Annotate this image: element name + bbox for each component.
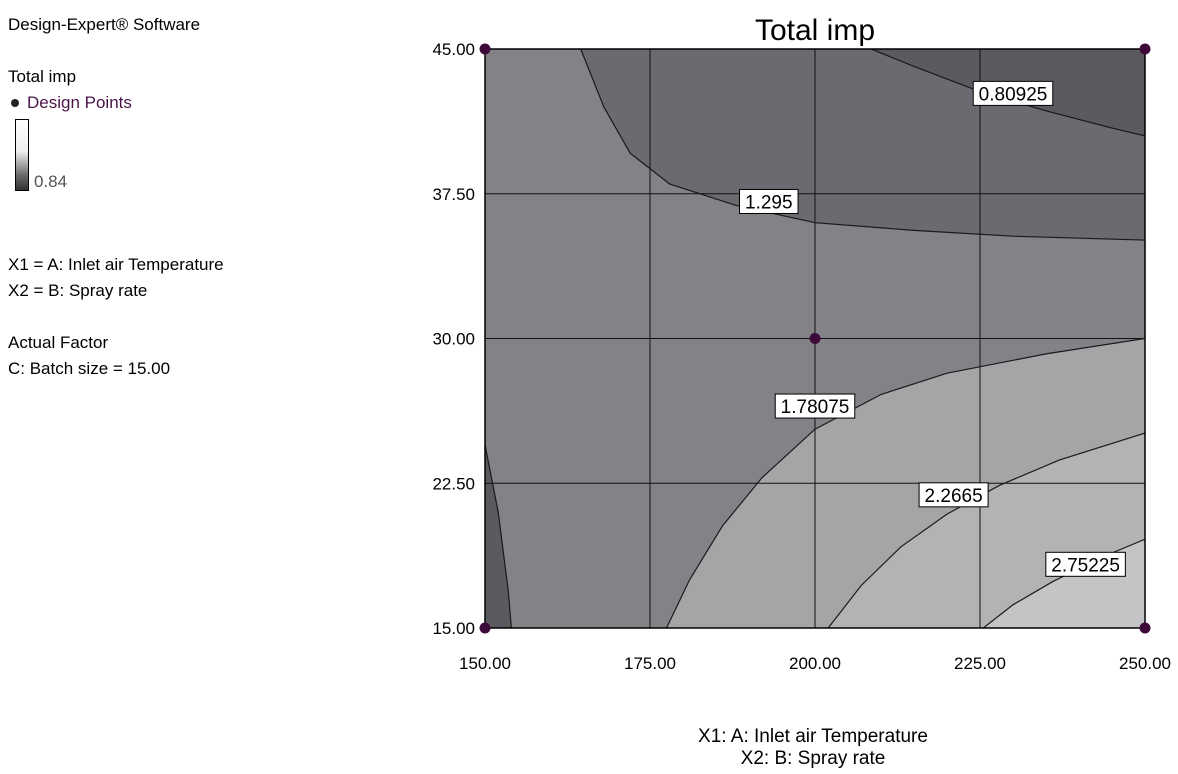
- x-tick-label: 250.00: [1119, 654, 1171, 673]
- x-tick-label: 200.00: [789, 654, 841, 673]
- actual-factor-value: C: Batch size = 15.00: [8, 359, 171, 378]
- x2-definition: X2 = B: Spray rate: [8, 281, 148, 300]
- x1-definition: X1 = A: Inlet air Temperature: [8, 255, 224, 274]
- x2-axis-caption: X2: B: Spray rate: [740, 748, 886, 769]
- x-tick-label: 175.00: [624, 654, 676, 673]
- contour-label-box: [918, 482, 989, 508]
- color-scale-bar: [15, 119, 29, 191]
- contour-label-box: [1045, 551, 1126, 577]
- design-point-marker-icon: [11, 98, 19, 107]
- color-scale-low-label: 0.84: [34, 172, 68, 191]
- x1-axis-caption: X1: A: Inlet air Temperature: [698, 726, 928, 747]
- design-points-label: Design Points: [27, 93, 132, 112]
- response-name: Total imp: [8, 67, 77, 86]
- contour-line: [827, 432, 1145, 628]
- design-point: [479, 43, 491, 55]
- plot-frame: [484, 48, 1146, 629]
- contour-line: [665, 337, 1145, 628]
- chart-title: Total imp: [755, 14, 875, 47]
- contour-label-box: [972, 80, 1054, 106]
- actual-factor-title: Actual Factor: [8, 333, 109, 352]
- design-point: [1139, 43, 1151, 55]
- y-tick-label: 30.00: [432, 330, 475, 349]
- y-tick-label: 15.00: [432, 619, 475, 638]
- design-points-legend: Design Points: [8, 92, 132, 114]
- contour-label-box: [739, 188, 799, 214]
- contour-value-label: 1.295: [745, 192, 793, 213]
- contour-line: [580, 49, 1145, 241]
- contour-value-label: 1.78075: [781, 397, 850, 418]
- contour-region: [485, 444, 512, 628]
- x-tick-label: 225.00: [954, 654, 1006, 673]
- y-tick-label: 45.00: [432, 40, 475, 59]
- contour-value-label: 2.75225: [1051, 555, 1120, 576]
- contour-line: [485, 444, 512, 628]
- design-point: [1139, 622, 1151, 634]
- y-tick-label: 22.50: [432, 474, 475, 493]
- contour-label-box: [774, 393, 856, 419]
- design-point: [479, 622, 491, 634]
- contour-value-label: 0.80925: [979, 84, 1048, 105]
- design-point: [809, 333, 821, 344]
- contour-value-label: 2.2665: [925, 486, 983, 507]
- x-tick-label: 150.00: [459, 654, 511, 673]
- y-tick-label: 37.50: [432, 185, 475, 204]
- software-name: Design-Expert® Software: [8, 15, 201, 34]
